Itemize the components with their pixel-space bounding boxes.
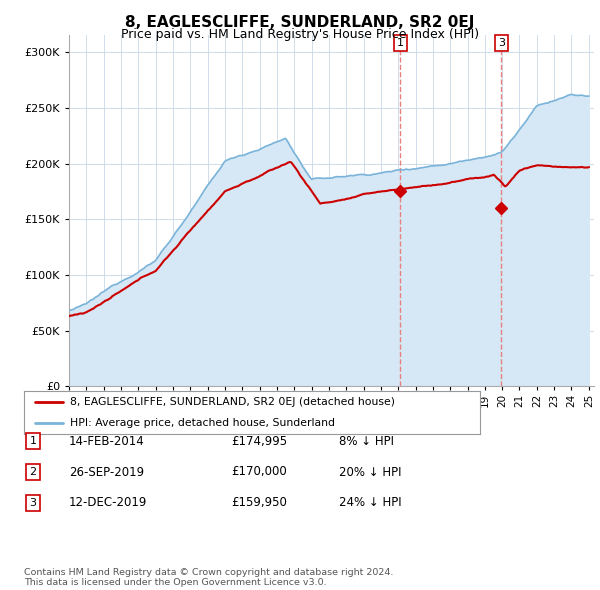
Text: 20% ↓ HPI: 20% ↓ HPI bbox=[339, 466, 401, 478]
Text: 3: 3 bbox=[29, 498, 37, 507]
Text: 14-FEB-2014: 14-FEB-2014 bbox=[69, 435, 145, 448]
Text: £170,000: £170,000 bbox=[231, 466, 287, 478]
Text: £174,995: £174,995 bbox=[231, 435, 287, 448]
Text: 1: 1 bbox=[29, 437, 37, 446]
Text: 24% ↓ HPI: 24% ↓ HPI bbox=[339, 496, 401, 509]
Text: Contains HM Land Registry data © Crown copyright and database right 2024.
This d: Contains HM Land Registry data © Crown c… bbox=[24, 568, 394, 587]
Text: £159,950: £159,950 bbox=[231, 496, 287, 509]
Text: 26-SEP-2019: 26-SEP-2019 bbox=[69, 466, 144, 478]
Text: 8, EAGLESCLIFFE, SUNDERLAND, SR2 0EJ: 8, EAGLESCLIFFE, SUNDERLAND, SR2 0EJ bbox=[125, 15, 475, 30]
Text: Price paid vs. HM Land Registry's House Price Index (HPI): Price paid vs. HM Land Registry's House … bbox=[121, 28, 479, 41]
Text: 1: 1 bbox=[397, 38, 404, 48]
Text: 2: 2 bbox=[29, 467, 37, 477]
Text: 8% ↓ HPI: 8% ↓ HPI bbox=[339, 435, 394, 448]
Text: 12-DEC-2019: 12-DEC-2019 bbox=[69, 496, 148, 509]
Text: HPI: Average price, detached house, Sunderland: HPI: Average price, detached house, Sund… bbox=[70, 418, 335, 428]
Text: 3: 3 bbox=[498, 38, 505, 48]
Text: 8, EAGLESCLIFFE, SUNDERLAND, SR2 0EJ (detached house): 8, EAGLESCLIFFE, SUNDERLAND, SR2 0EJ (de… bbox=[70, 397, 395, 407]
